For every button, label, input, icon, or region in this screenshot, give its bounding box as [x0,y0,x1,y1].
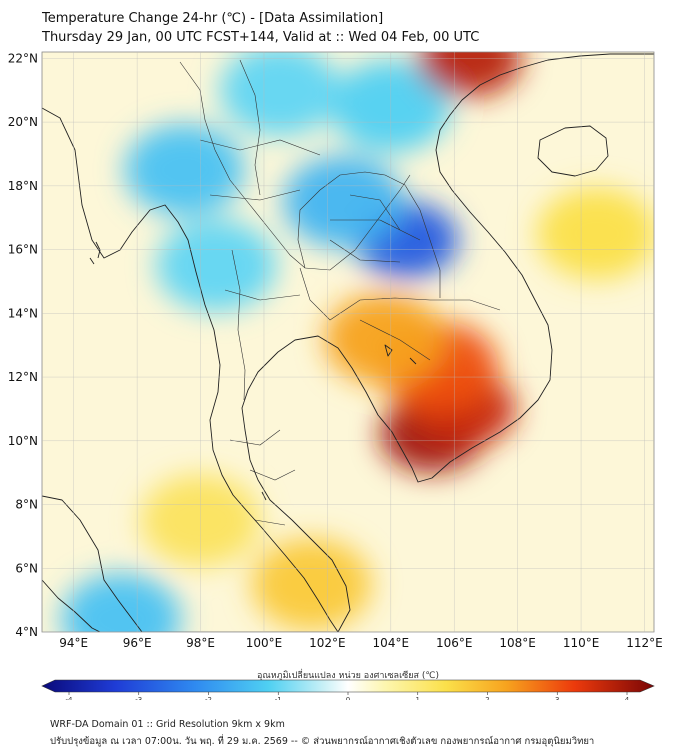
field-warm-anomaly [418,52,523,97]
colorbar-tick-label: 1 [416,696,420,700]
lat-tick-label: 4°N [15,625,38,639]
lon-tick-label: 104°E [373,636,410,650]
field-warm-anomaly [324,292,445,385]
country-border [299,267,501,321]
colorbar [41,679,655,693]
lon-tick-label: 94°E [59,636,88,650]
colorbar-tick-label: 4 [625,696,630,700]
field-cold-anomaly [156,219,277,312]
lon-tick-label: 108°E [499,636,536,650]
field-cold-anomaly [219,52,340,137]
country-border [231,249,246,401]
lat-tick-label: 12°N [8,370,38,384]
lon-tick-label: 110°E [563,636,600,650]
colorbar-label: อุณหภูมิเปลี่ยนแปลง หน่วย องศาเซลเซียส (… [257,668,439,681]
map-subtitle: Thursday 29 Jan, 00 UTC FCST+144, Valid … [42,30,480,45]
lon-tick-label: 98°E [186,636,215,650]
country-border [179,61,411,271]
footer-model-info: WRF-DA Domain 01 :: Grid Resolution 9km … [50,719,285,730]
lat-tick-label: 14°N [8,306,38,320]
colorbar-tick-label: -2 [205,696,212,700]
field-warm-anomaly [251,538,372,631]
colorbar-ticks: -4 -3 -2 -1 0 1 2 3 4 [66,692,630,700]
lon-tick-label: 96°E [123,636,152,650]
coastlines [42,53,654,632]
colorbar-tick-label: -3 [135,696,142,700]
colorbar-tick-label: 3 [555,696,559,700]
lon-tick-label: 100°E [246,636,283,650]
lon-tick-label: 106°E [436,636,473,650]
colorbar-tick-label: -1 [275,696,282,700]
gulf-coastline [241,53,654,632]
field-cold-anomaly [283,155,404,248]
field-warm-anomaly [536,187,654,280]
field-cold-anomaly [124,123,245,216]
country-border [239,59,261,196]
lat-tick-label: 8°N [15,498,38,512]
lat-tick-label: 16°N [8,243,38,257]
hainan-coastline [537,125,609,177]
graticule [42,52,654,633]
colorbar-tick-label: -4 [66,696,74,700]
field-cold-anomaly [61,573,182,632]
lon-tick-label: 112°E [626,636,663,650]
colorbar-tick-label: 0 [346,696,350,700]
lon-tick-label: 102°E [309,636,346,650]
latitude-axis: 22°N 20°N 18°N 16°N 14°N 12°N 10°N 8°N 6°N 4°N [8,51,38,639]
footer-credit: ปรับปรุงข้อมูล ณ เวลา 07:00น. วัน พฤ. ที… [50,736,595,747]
lat-tick-label: 18°N [8,179,38,193]
map-title: Temperature Change 24-hr (℃) - [Data Ass… [42,11,384,26]
andaman-islands [89,241,101,265]
admin-boundaries [179,59,501,526]
province-border [199,139,431,361]
colorbar-tick-label: 2 [485,696,489,700]
mainland-coastline [42,107,339,632]
lat-tick-label: 10°N [8,434,38,448]
province-border [229,429,296,526]
country-border [297,171,441,298]
lat-tick-label: 20°N [8,115,38,129]
longitude-axis: 94°E 96°E 98°E 100°E 102°E 104°E 106°E 108°E 110… [59,636,662,650]
temperature-change-map: 22°N 20°N 18°N 16°N 14°N 12°N 10°N 8°N 6°N 4°N 94… [8,51,663,700]
lat-tick-label: 22°N [8,51,38,65]
lat-tick-label: 6°N [15,561,38,575]
sumatra-coastline [42,579,101,632]
